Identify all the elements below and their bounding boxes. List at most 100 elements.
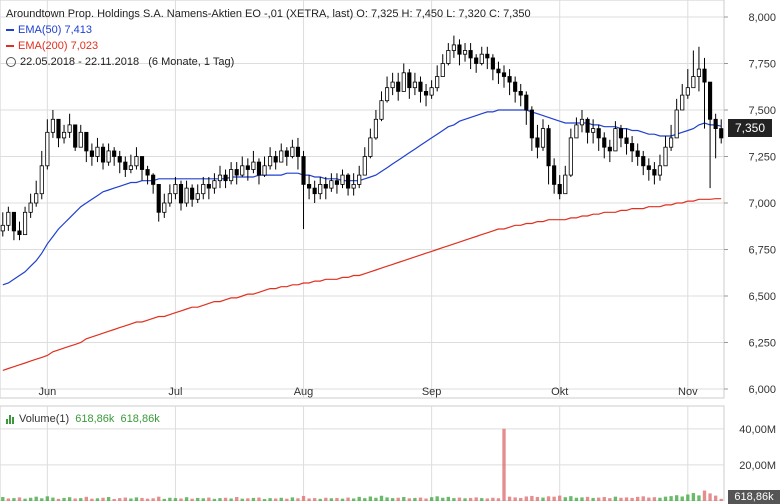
volume-bar bbox=[591, 497, 595, 501]
volume-bar bbox=[602, 497, 606, 501]
volume-bar bbox=[351, 498, 356, 501]
candle-body bbox=[401, 72, 406, 92]
candle-body bbox=[78, 131, 83, 148]
volume-bar bbox=[112, 499, 116, 501]
candle-body bbox=[195, 193, 200, 200]
volume-bar bbox=[168, 497, 172, 501]
candle-body bbox=[295, 146, 301, 157]
volume-bar bbox=[134, 497, 139, 501]
candle bbox=[373, 110, 378, 140]
candle-body bbox=[552, 165, 557, 185]
candle bbox=[6, 206, 11, 231]
volume-bar bbox=[251, 497, 256, 501]
candle bbox=[334, 173, 340, 194]
price-tick-label: 7,250 bbox=[748, 152, 776, 164]
candle-body bbox=[190, 187, 195, 200]
candle-body bbox=[641, 156, 646, 167]
candle-body bbox=[162, 202, 167, 213]
volume-bar bbox=[708, 493, 712, 501]
volume-bar bbox=[340, 498, 345, 501]
candle-body bbox=[462, 50, 468, 55]
candle-body bbox=[708, 81, 713, 120]
candle-body bbox=[357, 174, 362, 185]
candle-body bbox=[490, 57, 495, 70]
candle-body bbox=[145, 169, 150, 176]
legend-title-row: Aroundtown Prop. Holdings S.A. Namens-Ak… bbox=[6, 6, 531, 22]
candle-body bbox=[240, 165, 245, 176]
candle-body bbox=[61, 131, 67, 139]
volume-bar bbox=[669, 496, 673, 501]
candle bbox=[50, 110, 55, 138]
candle bbox=[451, 35, 456, 58]
volume-tick-label: 20,00M bbox=[739, 460, 776, 472]
candle-body bbox=[373, 118, 378, 139]
volume-bar bbox=[84, 496, 88, 501]
candle bbox=[318, 176, 323, 200]
candle bbox=[524, 91, 529, 125]
volume-bar bbox=[446, 496, 450, 501]
candle-body bbox=[368, 137, 373, 157]
candle-body bbox=[256, 161, 262, 176]
volume-bar bbox=[229, 498, 233, 501]
candle bbox=[680, 83, 685, 111]
candle-body bbox=[245, 165, 250, 170]
candle-body bbox=[646, 165, 651, 170]
candle-body bbox=[713, 118, 718, 130]
candle-body bbox=[34, 193, 39, 204]
candle bbox=[134, 147, 139, 170]
last-price-tag: 7,350 bbox=[728, 119, 772, 137]
volume-series bbox=[1, 428, 723, 501]
candle-body bbox=[284, 150, 289, 157]
candle bbox=[607, 139, 612, 163]
candle bbox=[529, 106, 534, 151]
candle bbox=[22, 206, 28, 236]
candle bbox=[652, 162, 657, 185]
candle bbox=[173, 176, 178, 200]
candle-body bbox=[602, 137, 607, 148]
volume-bar bbox=[619, 497, 623, 501]
legend-ema50-row[interactable]: EMA(50) 7,413 bbox=[6, 22, 531, 38]
candle bbox=[407, 69, 412, 99]
candle bbox=[368, 128, 373, 159]
volume-bar bbox=[480, 498, 484, 501]
price-tick-label: 6,000 bbox=[748, 384, 776, 396]
candle bbox=[429, 80, 434, 99]
candle-body bbox=[50, 118, 55, 133]
ema50-line bbox=[2, 109, 722, 286]
candle-body bbox=[379, 100, 384, 120]
candle bbox=[691, 50, 696, 89]
volume-bar bbox=[691, 493, 696, 501]
volume-bar bbox=[257, 497, 261, 501]
candle-body bbox=[106, 150, 111, 163]
candle-body bbox=[596, 128, 601, 139]
volume-bar bbox=[519, 497, 523, 501]
volume-bars-icon bbox=[6, 414, 15, 424]
candle bbox=[17, 221, 22, 241]
candle-body bbox=[139, 156, 145, 170]
candle-body bbox=[524, 94, 529, 111]
volume-bar bbox=[552, 496, 556, 501]
candle-body bbox=[418, 81, 423, 92]
x-tick-label: Aug bbox=[294, 386, 314, 398]
volume-bar bbox=[17, 497, 22, 501]
candle-body bbox=[334, 180, 340, 185]
candle bbox=[0, 212, 5, 237]
volume-plot-frame bbox=[0, 405, 725, 501]
candle bbox=[106, 143, 111, 166]
legend-ema200-row[interactable]: EMA(200) 7,023 bbox=[6, 38, 531, 54]
price-grid bbox=[0, 0, 725, 501]
candle bbox=[669, 124, 674, 151]
candle-body bbox=[663, 146, 668, 167]
volume-bar bbox=[179, 498, 183, 501]
candle-body bbox=[518, 91, 523, 96]
volume-value-2: 618,86k bbox=[120, 413, 160, 425]
volume-bar bbox=[246, 498, 250, 501]
candle bbox=[618, 124, 624, 148]
candle bbox=[379, 91, 384, 122]
x-tick-label: Sep bbox=[422, 386, 442, 398]
candle bbox=[212, 173, 217, 194]
candle-body bbox=[607, 146, 612, 152]
volume-bar bbox=[301, 495, 306, 501]
candle bbox=[190, 184, 195, 207]
